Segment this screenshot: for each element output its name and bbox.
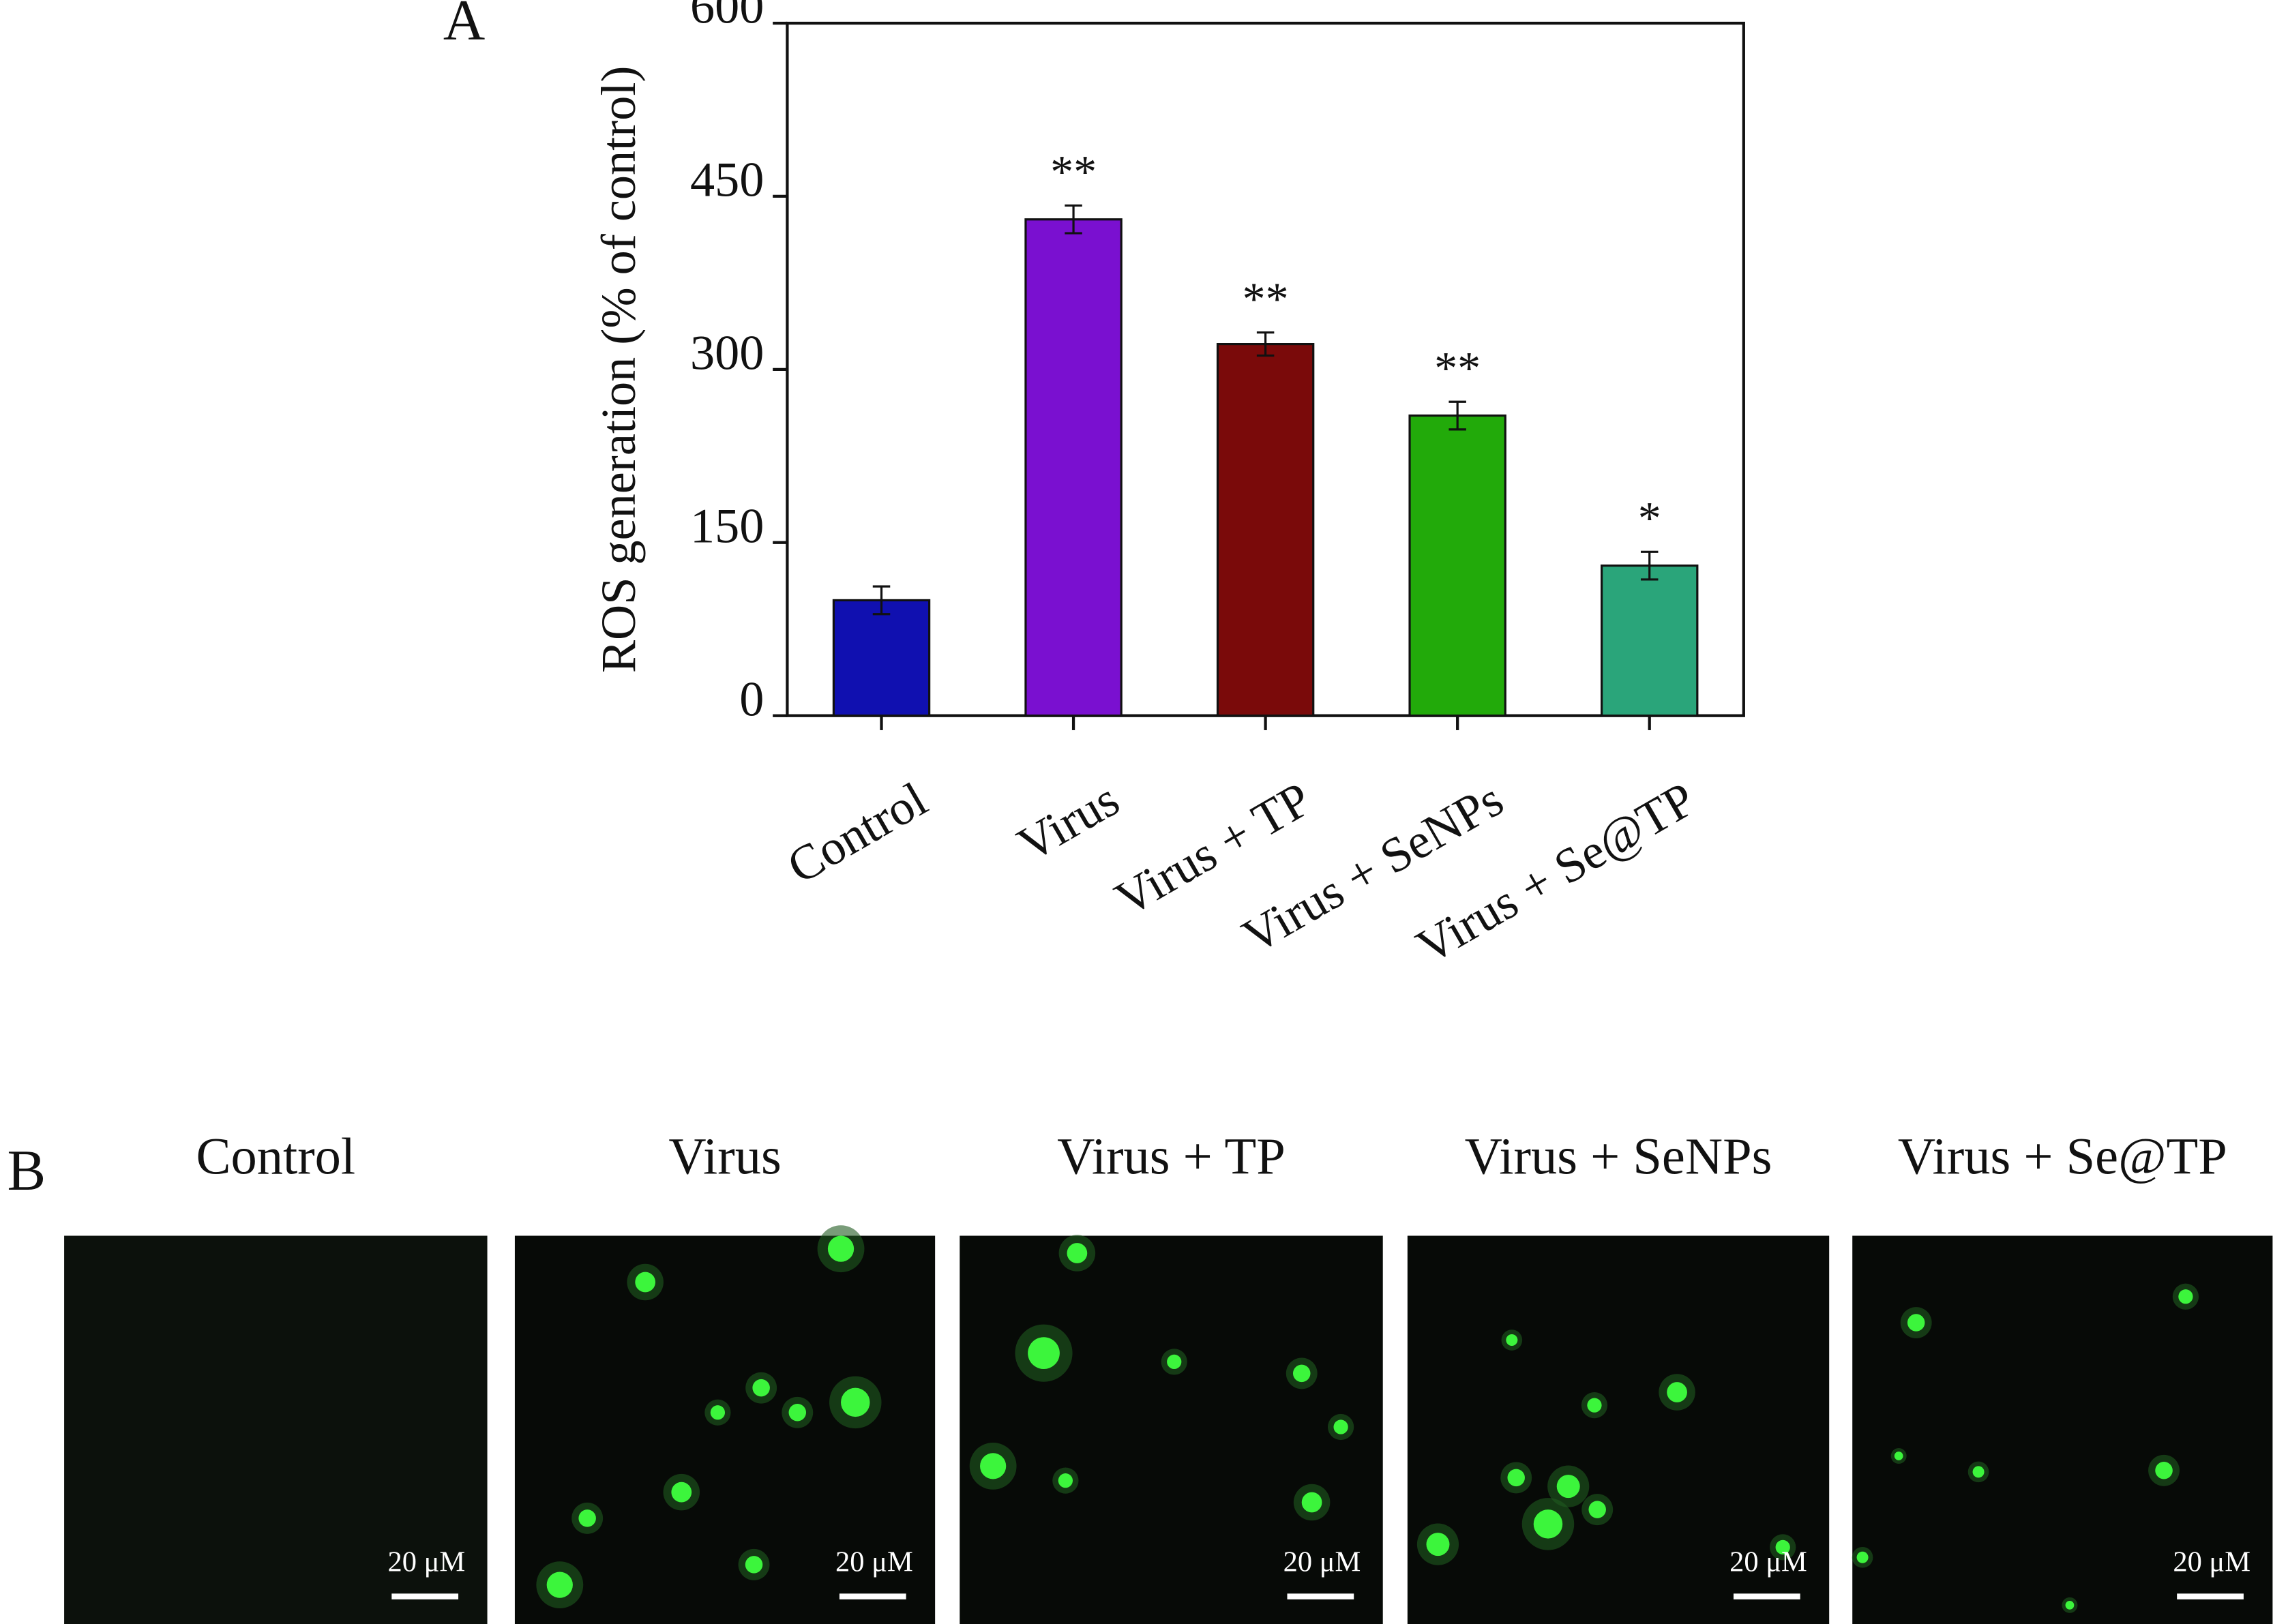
micrograph (1407, 1235, 1830, 1624)
cell (1533, 1509, 1563, 1539)
cell (1507, 1469, 1525, 1487)
cell (1333, 1419, 1348, 1434)
y-axis-label: ROS generation (% of control) (591, 66, 646, 674)
cell (1167, 1354, 1182, 1370)
micrograph (960, 1235, 1383, 1624)
y-tick-label: 450 (690, 153, 764, 207)
image-label: Control (196, 1128, 355, 1186)
image-label: Virus + Se@TP (1898, 1128, 2227, 1186)
cell (1667, 1382, 1687, 1402)
cell (2155, 1462, 2173, 1479)
micrograph (1852, 1235, 2273, 1624)
micrograph (64, 1235, 488, 1624)
cell (1556, 1475, 1580, 1499)
cell (1426, 1533, 1450, 1557)
cell (671, 1482, 692, 1503)
scale-bar-label: 20 μM (835, 1546, 913, 1578)
panel-label: A (443, 0, 485, 52)
cell (1907, 1314, 1925, 1332)
cell (980, 1453, 1007, 1479)
cell (546, 1572, 573, 1598)
cell (1587, 1398, 1602, 1413)
bar (1600, 565, 1699, 717)
scale-bar-label: 20 μM (2173, 1546, 2250, 1578)
significance-label: * (1638, 492, 1661, 543)
cell (1067, 1243, 1088, 1263)
bar (1216, 343, 1315, 717)
cell (1058, 1473, 1073, 1488)
x-tick-label: Control (778, 772, 936, 894)
cell (788, 1404, 807, 1422)
cell (1506, 1334, 1518, 1347)
cell (841, 1387, 870, 1417)
y-tick-label: 150 (690, 498, 764, 553)
cell (752, 1379, 770, 1397)
significance-label: ** (1050, 146, 1097, 198)
image-label: Virus (668, 1128, 781, 1186)
cell (1292, 1364, 1311, 1383)
cell (1856, 1551, 1869, 1563)
cell (578, 1509, 596, 1527)
panel-label: B (7, 1139, 46, 1203)
bar (832, 599, 931, 717)
scale-bar-label: 20 μM (1283, 1546, 1361, 1578)
y-tick-label: 600 (690, 0, 764, 34)
cell (2065, 1601, 2075, 1610)
x-tick-label: Virus (1009, 772, 1128, 872)
image-label: Virus + SeNPs (1465, 1128, 1772, 1186)
cell (1775, 1539, 1790, 1555)
y-tick-label: 0 (739, 672, 764, 726)
image-label: Virus + TP (1057, 1128, 1286, 1186)
cell (1301, 1492, 1322, 1513)
bar (1408, 414, 1506, 717)
cell (827, 1235, 855, 1262)
significance-label: ** (1434, 342, 1481, 393)
micrograph (514, 1235, 936, 1624)
cell (1972, 1466, 1985, 1478)
scale-bar-label: 20 μM (1729, 1546, 1807, 1578)
cell (745, 1556, 763, 1574)
bar (1024, 218, 1123, 717)
scale-bar-label: 20 μM (387, 1546, 465, 1578)
cell (2178, 1289, 2193, 1304)
cell (710, 1405, 726, 1420)
cell (1028, 1337, 1060, 1370)
cell (1894, 1452, 1903, 1460)
cell (635, 1272, 656, 1293)
significance-label: ** (1243, 273, 1289, 325)
cell (1588, 1501, 1606, 1518)
y-tick-label: 300 (690, 325, 764, 380)
